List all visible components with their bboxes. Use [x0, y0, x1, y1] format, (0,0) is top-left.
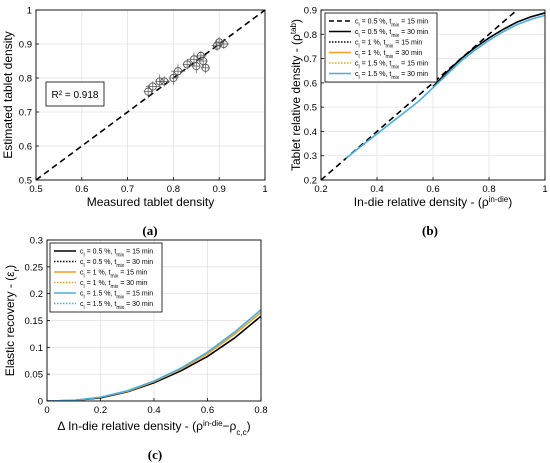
x-tick-label: 0.4 — [370, 184, 383, 195]
identity-line — [36, 10, 265, 180]
y-tick-label: 0.25 — [25, 262, 44, 273]
plot-frame — [46, 239, 262, 402]
y-tick-label: 0.2 — [30, 289, 43, 300]
panel-a: 0.5 0.6 0.7 0.8 0.9 1 0.5 0.6 0.7 0.8 0.9 1 Measured… — [1, 6, 268, 239]
x-tick-label: 0.6 — [426, 184, 439, 195]
legend-entry: cl = 1.5 %, tmix = 15 min — [355, 61, 428, 71]
y-tick-label: 0.5 — [19, 176, 32, 187]
data-point-marker — [183, 60, 192, 69]
data-point — [171, 64, 185, 78]
y-axis-label: Tablet relative density - (ρtab) — [289, 19, 304, 171]
data-point — [182, 59, 192, 70]
plot-frame — [320, 9, 546, 181]
y-tick-label: 0 — [38, 397, 43, 408]
legend-entry: cl = 1 %, tmix = 30 min — [80, 280, 147, 290]
data-point-marker — [169, 73, 178, 83]
x-tick-label: 0.8 — [167, 184, 180, 195]
y-tick-label: 0.8 — [304, 30, 317, 41]
panel-c: 0 0.2 0.4 0.6 0.8 0 0.05 0.1 0.15 0.2 0.25 0.3 Δ In-… — [3, 236, 268, 463]
plot-content — [47, 309, 261, 401]
y-tick-label: 0.7 — [304, 54, 317, 65]
x-tick-label: 0.8 — [482, 184, 495, 195]
data-point — [214, 37, 224, 48]
y-tick-label: 0.8 — [19, 74, 32, 85]
data-point — [218, 38, 230, 50]
x-tick-label: 1 — [542, 184, 547, 195]
x-tick-label: 0.7 — [121, 184, 134, 195]
legend-entry: cl = 0.5 %, tmix = 30 min — [80, 259, 153, 269]
plot-content — [321, 10, 545, 180]
legend-entry: cl = 0.5 %, tmix = 15 min — [80, 249, 153, 259]
x-tick-label: 0 — [44, 405, 49, 416]
y-tick-label: 0.05 — [25, 370, 44, 381]
data-point-marker — [173, 67, 183, 76]
y-tick-label: 0.1 — [30, 343, 43, 354]
y-tick-label: 0.4 — [304, 127, 317, 138]
y-tick-label: 0.6 — [304, 78, 317, 89]
y-tick-label: 0.9 — [19, 40, 32, 51]
data-point-marker — [219, 39, 228, 49]
data-point — [200, 62, 211, 73]
y-tick-label: 0.5 — [304, 103, 317, 114]
caption-b: (b) — [422, 223, 438, 238]
x-tick-label: 0.4 — [147, 405, 160, 416]
x-axis-label: Measured tablet density — [87, 195, 214, 209]
y-tick-label: 0.7 — [19, 108, 32, 119]
y-tick-label: 0.15 — [25, 316, 44, 327]
x-tick-label: 0.9 — [213, 184, 226, 195]
y-tick-label: 1 — [27, 6, 32, 17]
x-tick-label: 0.6 — [201, 405, 214, 416]
y-tick-label: 0.3 — [30, 236, 43, 247]
series-line-blue — [345, 14, 545, 159]
data-point-marker — [192, 62, 201, 71]
legend-entry: cl = 1 %, tmix = 15 min — [80, 270, 147, 280]
data-point — [191, 59, 201, 73]
x-tick-label: 1 — [262, 184, 267, 195]
data-point-marker — [144, 87, 153, 96]
series-line-black — [432, 12, 545, 88]
legend-entry: cl = 1 %, tmix = 15 min — [355, 40, 422, 50]
y-tick-label: 0.6 — [19, 142, 32, 153]
annotation-box — [45, 81, 105, 107]
y-tick-label: 0.9 — [304, 6, 317, 17]
x-axis-label: Δ In-die relative density - (ρin-die−ρc,… — [57, 419, 250, 437]
data-point-marker — [201, 63, 210, 72]
data-point — [143, 84, 153, 99]
x-axis-label: In-die relative density - (ρin-die) — [354, 195, 512, 210]
data-point — [168, 71, 178, 85]
legend-entry: cl = 1.5 %, tmix = 15 min — [80, 291, 153, 301]
x-tick-label: 0.2 — [94, 405, 107, 416]
legend-entry: cl = 1.5 %, tmix = 30 min — [355, 71, 428, 81]
r-squared-annotation: R² = 0.918 — [52, 90, 99, 101]
data-point-marker — [148, 82, 157, 91]
y-axis-label: Estimated tablet density — [1, 31, 15, 158]
caption-c: (c) — [148, 447, 162, 462]
legend-box — [324, 12, 438, 83]
x-tick-label: 0.8 — [254, 405, 267, 416]
data-point-marker — [196, 51, 205, 60]
data-point — [145, 81, 160, 92]
panel-b: 0.2 0.4 0.6 0.8 1 0.2 0.3 0.4 0.5 0.6 0.7 0.8 0.9 In-… — [289, 6, 548, 239]
data-point — [195, 50, 207, 61]
x-tick-label: 0.2 — [314, 184, 327, 195]
x-tick-label: 0.5 — [29, 184, 42, 195]
data-point-marker — [215, 38, 224, 47]
caption-a: (a) — [142, 223, 157, 238]
y-axis-label: Elastic recovery - (εr) — [3, 265, 21, 376]
plot-frame — [35, 9, 266, 181]
data-point — [158, 76, 170, 87]
x-tick-label: 0.6 — [75, 184, 88, 195]
legend-entry: cl = 0.5 %, tmix = 15 min — [355, 19, 428, 29]
legend-box — [49, 242, 163, 313]
y-tick-label: 0.2 — [304, 176, 317, 187]
legend-entry: cl = 1 %, tmix = 30 min — [355, 50, 422, 60]
legend-entry: cl = 1.5 %, tmix = 30 min — [80, 301, 153, 311]
plot-content — [36, 10, 265, 180]
series-line-blue — [47, 309, 261, 401]
legend-entry: cl = 0.5 %, tmix = 30 min — [355, 29, 428, 39]
y-tick-label: 0.3 — [304, 151, 317, 162]
data-point-marker — [160, 77, 169, 86]
